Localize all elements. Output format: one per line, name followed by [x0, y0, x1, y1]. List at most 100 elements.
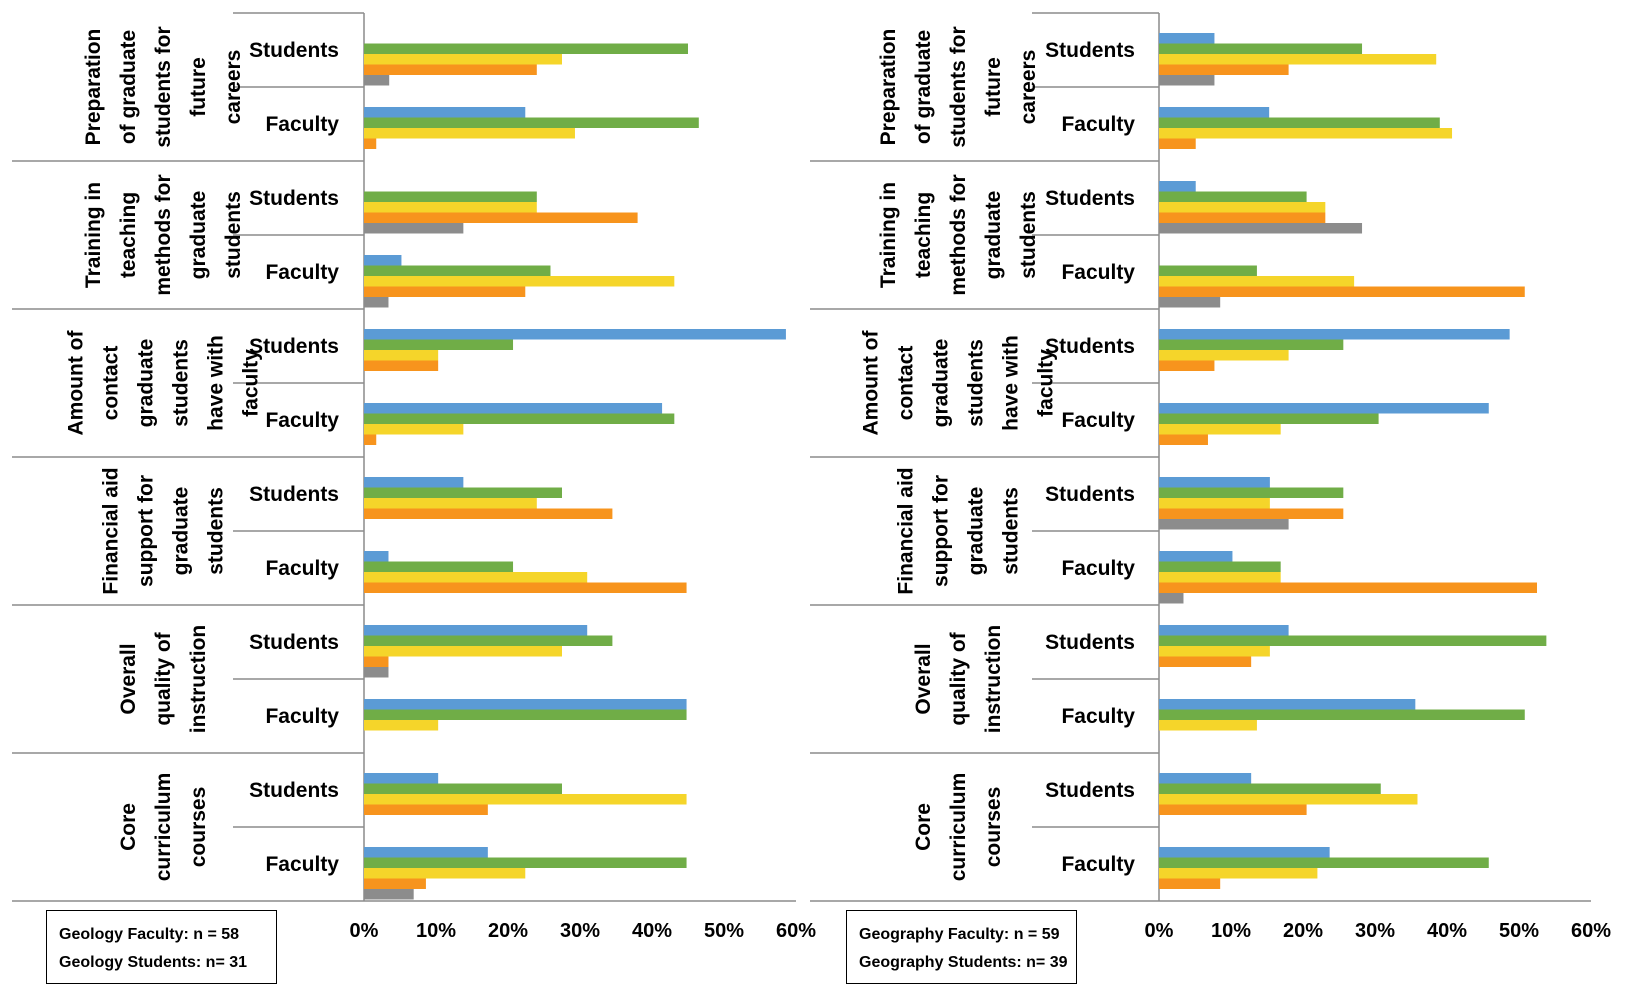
chart-panel-1: 0% 10% 20% 30% 40% 50% 60% Preparation of gradua…: [12, 12, 816, 942]
row-label-students: Students: [1045, 39, 1135, 62]
group-category-label: Financial aid support for graduate students: [895, 467, 1023, 594]
bar-series-2: [364, 635, 613, 646]
bar-series-2: [364, 709, 687, 720]
bar-series-2: [364, 413, 675, 424]
bar-series-5: [364, 667, 389, 678]
bar-series-3: [364, 868, 526, 879]
bar-series-3: [364, 128, 575, 139]
group-category-label: Overall quality of instruction: [117, 625, 210, 734]
group-category-label-line: careers: [222, 50, 245, 125]
x-tick-label: 10%: [1211, 920, 1251, 942]
bar-series-1: [1159, 625, 1289, 636]
group-category-label-line: Core: [117, 803, 140, 851]
group-category-label-line: graduate: [930, 339, 953, 428]
bar-series-2: [364, 117, 699, 128]
bar-series-2: [1159, 857, 1489, 868]
group-category-label-line: Amount of: [65, 330, 88, 436]
bar-series-1: [364, 551, 389, 562]
group-category-label-line: methods for: [947, 174, 970, 295]
group-category-label: Preparation of graduate students for future…: [877, 26, 1040, 147]
group-category-label-line: Core: [912, 803, 935, 851]
bar-series-1: [364, 403, 663, 414]
group-category-label-line: students: [222, 191, 245, 279]
group-category-label: Financial aid support for graduate students: [100, 467, 228, 594]
group-category-label-line: careers: [1017, 50, 1040, 125]
bar-series-2: [1159, 339, 1344, 350]
bar-series-4: [1159, 878, 1221, 889]
bar-series-4: [1159, 360, 1215, 371]
group-category-label: Preparation of graduate students for future…: [82, 26, 245, 147]
bar-series-2: [1159, 43, 1363, 54]
bar-series-2: [364, 191, 537, 202]
bar-series-2: [1159, 487, 1344, 498]
bar-series-4: [1159, 64, 1289, 75]
bar-series-4: [364, 804, 488, 815]
group-category-label: Core curriculum courses: [117, 773, 210, 882]
group-category-label-line: faculty: [1035, 349, 1058, 417]
geology-faculty-count: Geology Faculty: n = 58: [59, 926, 240, 943]
bar-series-1: [364, 699, 687, 710]
x-tick-label: 60%: [1571, 920, 1611, 942]
bar-series-1: [1159, 181, 1196, 192]
bar-series-4: [364, 582, 687, 593]
group-category-label-line: Amount of: [860, 330, 883, 436]
bar-series-1: [364, 477, 464, 488]
bar-series-1: [364, 255, 402, 266]
bar-series-4: [1159, 656, 1252, 667]
bar-series-1: [364, 107, 526, 118]
bar-series-4: [364, 360, 439, 371]
bar-series-5: [1159, 593, 1184, 604]
group-category-label-line: teaching: [912, 192, 935, 278]
bar-series-2: [364, 265, 551, 276]
group-category-label-line: Overall: [912, 643, 935, 714]
group-category-label-line: faculty: [240, 349, 263, 417]
chart-panel-2: 0% 10% 20% 30% 40% 50% 60% Preparation of gradua…: [810, 12, 1611, 942]
row-label-faculty: Faculty: [1061, 113, 1135, 136]
bar-series-2: [1159, 709, 1525, 720]
bar-series-5: [364, 889, 414, 900]
group-category-label-line: Training in: [877, 182, 900, 288]
bar-series-1: [364, 773, 439, 784]
group-category-label-line: quality of: [947, 631, 970, 725]
bar-series-2: [1159, 783, 1381, 794]
row-label-students: Students: [249, 187, 339, 210]
x-tick-label: 0%: [1145, 920, 1174, 942]
bar-series-1: [1159, 551, 1233, 562]
bar-series-2: [1159, 265, 1257, 276]
group-category-label-line: graduate: [135, 339, 158, 428]
group-category-label-line: courses: [187, 787, 210, 868]
bar-series-2: [364, 857, 687, 868]
bar-series-5: [1159, 519, 1289, 530]
group-category-label-line: future: [982, 57, 1005, 117]
bar-series-1: [1159, 847, 1330, 858]
x-tick-label: 50%: [1499, 920, 1539, 942]
x-tick-label: 0%: [350, 920, 379, 942]
bar-series-5: [1159, 223, 1363, 234]
row-label-students: Students: [249, 39, 339, 62]
group-category-label-line: of graduate: [117, 30, 140, 144]
bar-series-2: [1159, 191, 1307, 202]
row-label-students: Students: [1045, 483, 1135, 506]
row-label-faculty: Faculty: [265, 409, 339, 432]
bar-series-4: [1159, 582, 1537, 593]
group-category-label-line: students for: [152, 26, 175, 147]
group-category-label: Core curriculum courses: [912, 773, 1005, 882]
bar-series-1: [1159, 699, 1416, 710]
group-category-label-line: Financial aid: [895, 467, 918, 594]
group-category-label: Amount of contact graduate students have wit…: [860, 330, 1058, 436]
bar-series-3: [364, 572, 588, 583]
bar-series-2: [364, 43, 688, 54]
bar-series-3: [364, 794, 687, 805]
bar-series-4: [364, 212, 638, 223]
group-category-label-line: Training in: [82, 182, 105, 288]
bar-series-5: [1159, 75, 1215, 86]
group-category-label-line: methods for: [152, 174, 175, 295]
bar-series-2: [1159, 117, 1440, 128]
bar-series-1: [1159, 329, 1510, 340]
group-category-label-line: Financial aid: [100, 467, 123, 594]
group-category-label-line: instruction: [187, 625, 210, 734]
bar-series-5: [364, 223, 464, 234]
bar-series-3: [364, 276, 675, 287]
group-category-label-line: have with: [1000, 335, 1023, 431]
